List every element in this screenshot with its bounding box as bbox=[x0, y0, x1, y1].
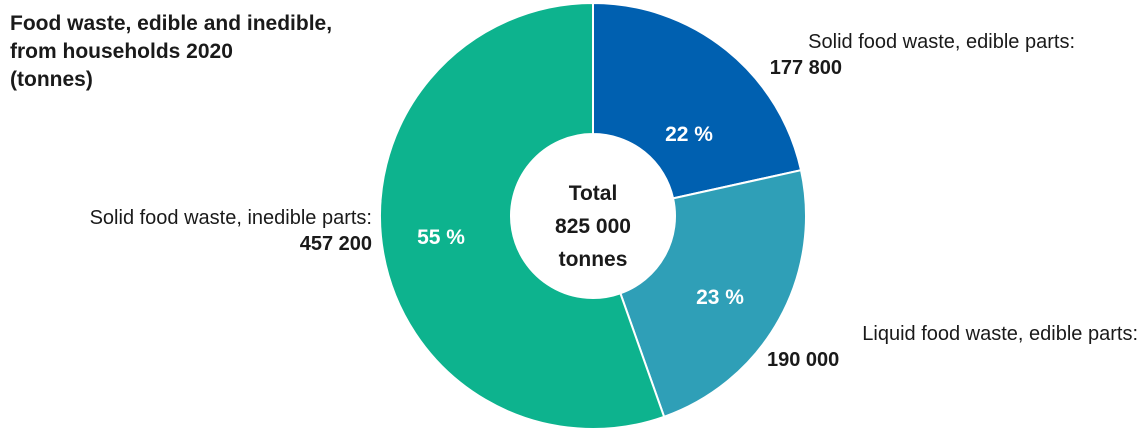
chart-title-line-2: from households 2020 bbox=[10, 40, 233, 63]
center-total-line-1: Total bbox=[569, 182, 618, 205]
category-label-solid-edible: Solid food waste, edible parts: bbox=[808, 31, 1075, 53]
category-value-solid-edible: 177 800 bbox=[770, 57, 842, 79]
percent-label-solid-inedible: 55 % bbox=[417, 226, 465, 249]
chart-title: Food waste, edible and inedible, from ho… bbox=[10, 10, 430, 94]
slice-solid-edible bbox=[592, 1, 803, 200]
category-value-solid-inedible: 457 200 bbox=[300, 233, 372, 255]
donut-slices bbox=[379, 1, 807, 430]
chart-title-line-3: (tonnes) bbox=[10, 68, 93, 91]
percent-label-liquid-edible: 23 % bbox=[696, 286, 744, 309]
center-total-line-3: tonnes bbox=[559, 248, 628, 271]
category-value-liquid-edible: 190 000 bbox=[767, 349, 839, 371]
category-label-solid-inedible: Solid food waste, inedible parts: bbox=[90, 207, 372, 229]
percent-label-solid-edible: 22 % bbox=[665, 123, 713, 146]
slice-liquid-edible bbox=[619, 169, 807, 419]
category-label-liquid-edible: Liquid food waste, edible parts: bbox=[862, 323, 1138, 345]
chart-title-line-1: Food waste, edible and inedible, bbox=[10, 12, 333, 35]
center-total: Total 825 000 tonnes bbox=[555, 182, 631, 271]
slice-labels: Solid food waste, edible parts: 177 800 … bbox=[90, 31, 1138, 371]
slice-solid-inedible bbox=[379, 1, 666, 430]
percent-labels: 22 % 23 % 55 % bbox=[417, 123, 744, 309]
center-total-line-2: 825 000 bbox=[555, 215, 631, 238]
